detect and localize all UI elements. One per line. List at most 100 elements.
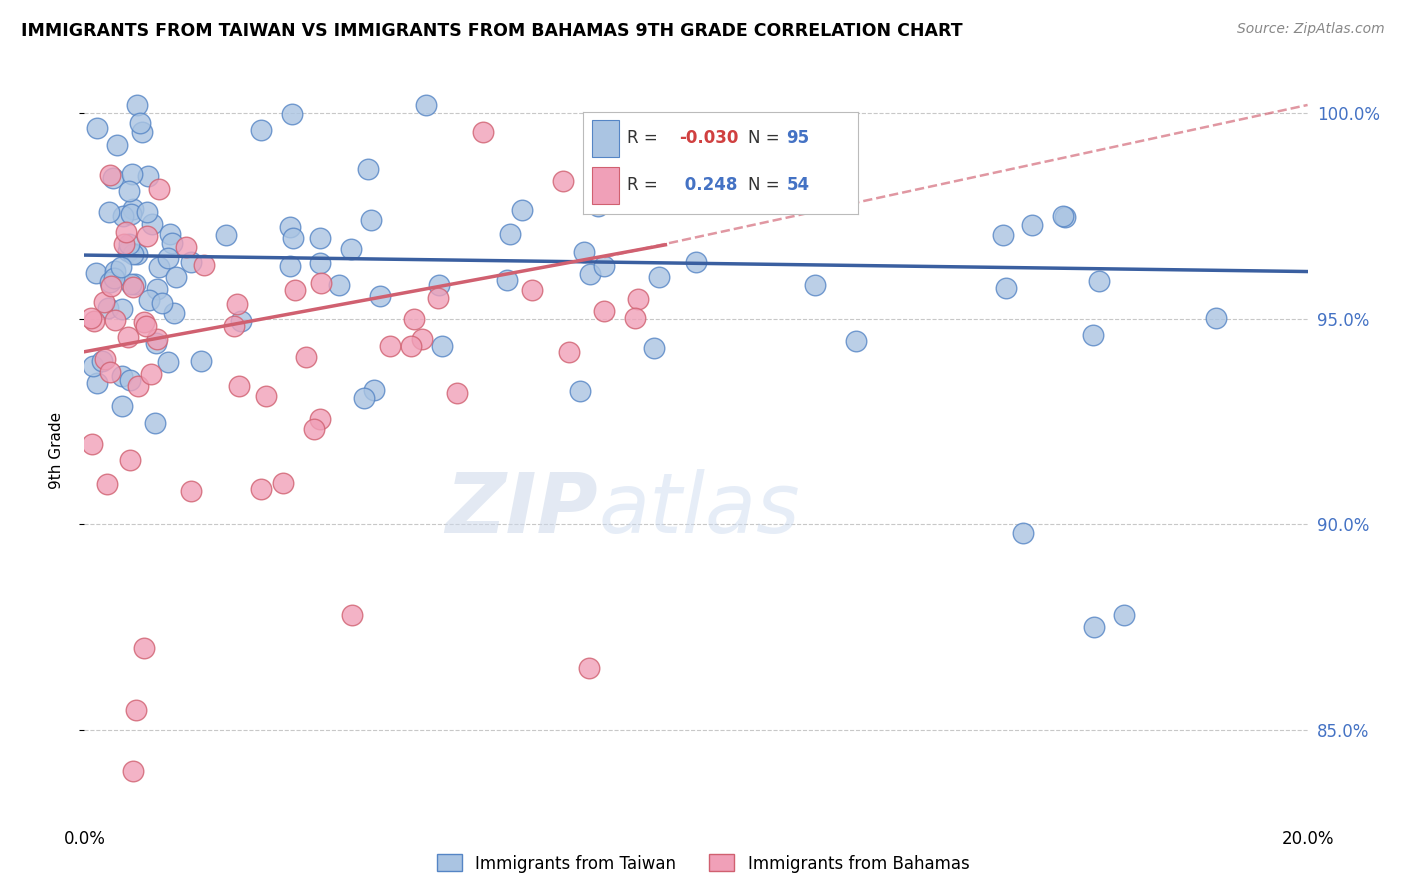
- Point: [229, 314, 252, 328]
- Point: [136, 169, 159, 184]
- Point: [193, 258, 215, 272]
- Text: IMMIGRANTS FROM TAIWAN VS IMMIGRANTS FROM BAHAMAS 9TH GRADE CORRELATION CHART: IMMIGRANTS FROM TAIWAN VS IMMIGRANTS FRO…: [21, 22, 963, 40]
- Point: [380, 339, 402, 353]
- Point: [1087, 274, 1109, 288]
- Point: [309, 230, 332, 244]
- Point: [82, 437, 104, 451]
- Point: [1052, 209, 1074, 223]
- Point: [579, 267, 602, 281]
- Point: [250, 482, 273, 496]
- Point: [1112, 607, 1135, 622]
- Point: [120, 207, 142, 221]
- Point: [295, 351, 318, 365]
- Point: [121, 167, 143, 181]
- Point: [157, 251, 180, 265]
- Point: [120, 453, 142, 467]
- Point: [141, 368, 163, 382]
- Point: [141, 217, 163, 231]
- Point: [803, 278, 825, 293]
- Point: [125, 702, 148, 716]
- Point: [104, 313, 127, 327]
- Point: [638, 147, 661, 161]
- Point: [588, 198, 610, 212]
- Text: atlas: atlas: [598, 469, 800, 550]
- Point: [222, 319, 245, 334]
- Point: [991, 227, 1014, 242]
- Point: [339, 242, 361, 256]
- Point: [1083, 620, 1105, 634]
- Text: -0.030: -0.030: [679, 129, 738, 147]
- Point: [510, 203, 533, 218]
- Point: [86, 376, 108, 390]
- Point: [427, 278, 450, 293]
- Point: [166, 270, 188, 285]
- Point: [86, 121, 108, 136]
- Point: [446, 385, 468, 400]
- Point: [100, 279, 122, 293]
- Point: [111, 400, 134, 414]
- Text: ZIP: ZIP: [446, 469, 598, 550]
- Point: [1205, 311, 1227, 326]
- Text: 0.248: 0.248: [679, 177, 738, 194]
- Point: [368, 289, 391, 303]
- Point: [122, 246, 145, 260]
- Point: [430, 339, 453, 353]
- Point: [363, 384, 385, 398]
- Point: [111, 368, 134, 383]
- Point: [118, 185, 141, 199]
- Point: [593, 259, 616, 273]
- Point: [557, 345, 579, 359]
- Point: [308, 411, 330, 425]
- Point: [624, 311, 647, 326]
- Point: [96, 476, 118, 491]
- Point: [124, 277, 146, 291]
- Text: 95: 95: [786, 129, 810, 147]
- Point: [103, 171, 125, 186]
- Point: [281, 107, 304, 121]
- Point: [758, 144, 780, 158]
- Point: [522, 283, 544, 297]
- Point: [353, 391, 375, 405]
- Point: [271, 475, 294, 490]
- Point: [146, 281, 169, 295]
- Point: [84, 266, 107, 280]
- Point: [254, 389, 277, 403]
- Point: [146, 332, 169, 346]
- Point: [411, 332, 433, 346]
- Point: [180, 483, 202, 498]
- Point: [415, 98, 437, 112]
- Point: [1012, 525, 1035, 540]
- Bar: [592, 120, 619, 157]
- Point: [627, 292, 650, 306]
- Point: [404, 312, 426, 326]
- Point: [685, 255, 707, 269]
- Point: [132, 640, 155, 655]
- Point: [136, 228, 159, 243]
- Point: [800, 145, 823, 159]
- Point: [845, 334, 868, 348]
- Point: [340, 607, 363, 622]
- Point: [118, 373, 141, 387]
- Point: [112, 209, 135, 223]
- Point: [1021, 218, 1043, 232]
- Text: N =: N =: [748, 177, 785, 194]
- Point: [117, 330, 139, 344]
- Point: [1054, 210, 1077, 224]
- Text: 54: 54: [786, 177, 810, 194]
- Bar: [592, 167, 619, 204]
- Point: [110, 260, 132, 274]
- Point: [357, 161, 380, 176]
- Point: [551, 174, 574, 188]
- Y-axis label: 9th Grade: 9th Grade: [49, 412, 63, 489]
- Point: [148, 181, 170, 195]
- Point: [496, 273, 519, 287]
- Point: [360, 212, 382, 227]
- Point: [97, 205, 120, 219]
- Point: [278, 220, 301, 235]
- Point: [98, 168, 121, 182]
- Text: N =: N =: [748, 129, 785, 147]
- Point: [127, 98, 149, 112]
- Point: [93, 295, 115, 310]
- Point: [114, 225, 136, 239]
- Point: [80, 310, 103, 325]
